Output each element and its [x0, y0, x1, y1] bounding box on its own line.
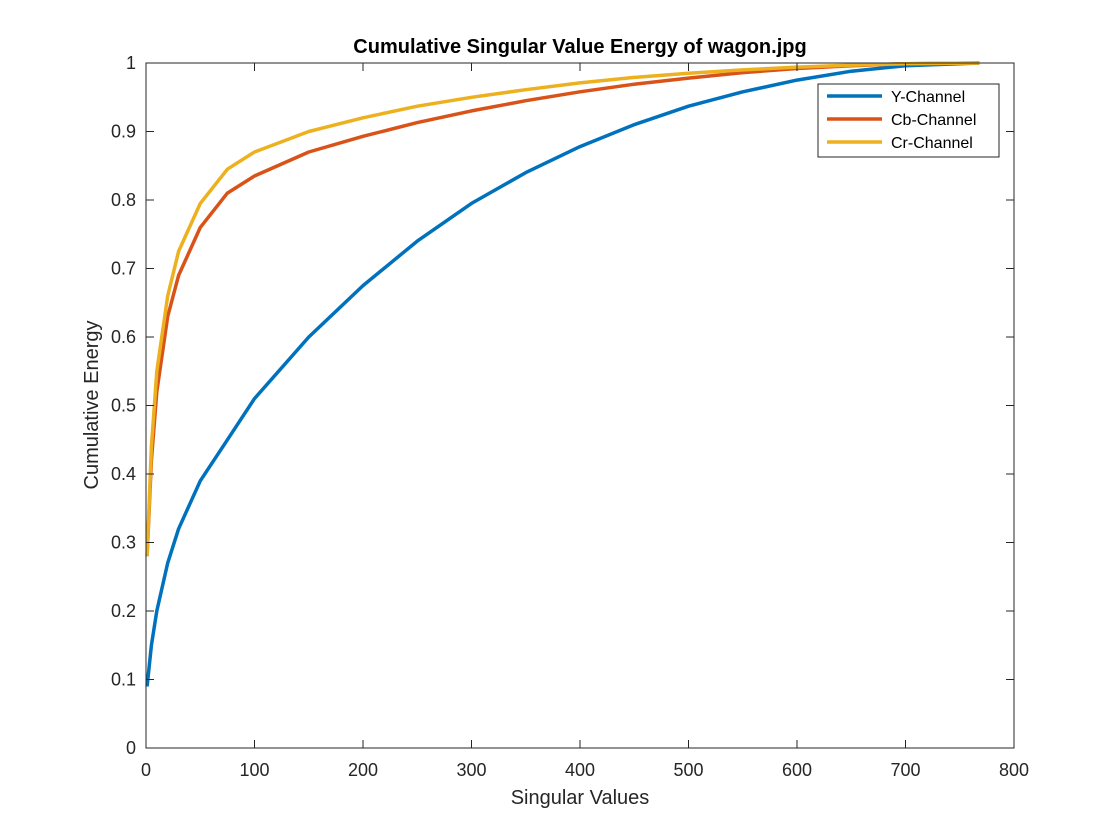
series-line-cb-channel: [145, 61, 980, 557]
y-tick-label: 0.7: [111, 259, 136, 279]
legend-entry-label: Cr-Channel: [891, 135, 973, 152]
x-tick-label: 200: [348, 760, 378, 780]
x-tick-label: 300: [456, 760, 486, 780]
x-tick-label: 800: [999, 760, 1029, 780]
x-tick-label: 100: [239, 760, 269, 780]
legend-entry-label: Y-Channel: [891, 89, 965, 106]
y-tick-label: 0.4: [111, 464, 136, 484]
x-tick-label: 400: [565, 760, 595, 780]
x-tick-label: 500: [673, 760, 703, 780]
y-tick-label: 1: [126, 53, 136, 73]
y-tick-label: 0.2: [111, 601, 136, 621]
plot-area: [146, 63, 1014, 748]
legend-entry-label: Cb-Channel: [891, 112, 976, 129]
y-tick-label: 0: [126, 738, 136, 758]
chart-title: Cumulative Singular Value Energy of wago…: [353, 36, 806, 58]
y-tick-label: 0.9: [111, 122, 136, 142]
x-tick-label: 700: [890, 760, 920, 780]
y-tick-label: 0.6: [111, 327, 136, 347]
series-line-cr-channel: [145, 61, 980, 557]
y-axis-label: Cumulative Energy: [81, 321, 103, 490]
y-tick-label: 0.1: [111, 670, 136, 690]
x-tick-label: 600: [782, 760, 812, 780]
x-axis-label: Singular Values: [511, 787, 650, 809]
series-line-y-channel: [145, 61, 980, 687]
series-layer: [145, 61, 980, 687]
y-tick-label: 0.8: [111, 190, 136, 210]
x-tick-label: 0: [141, 760, 151, 780]
tick-layer: 0 100 200 300 400 500 600 700 800 0 0.1 0.2 0.3 0.4 0.…: [111, 53, 1029, 780]
y-tick-label: 0.3: [111, 533, 136, 553]
legend[interactable]: Y-Channel Cb-Channel Cr-Channel: [817, 83, 1000, 158]
y-tick-label: 0.5: [111, 396, 136, 416]
label-layer: Cumulative Singular Value Energy of wago…: [81, 36, 807, 809]
